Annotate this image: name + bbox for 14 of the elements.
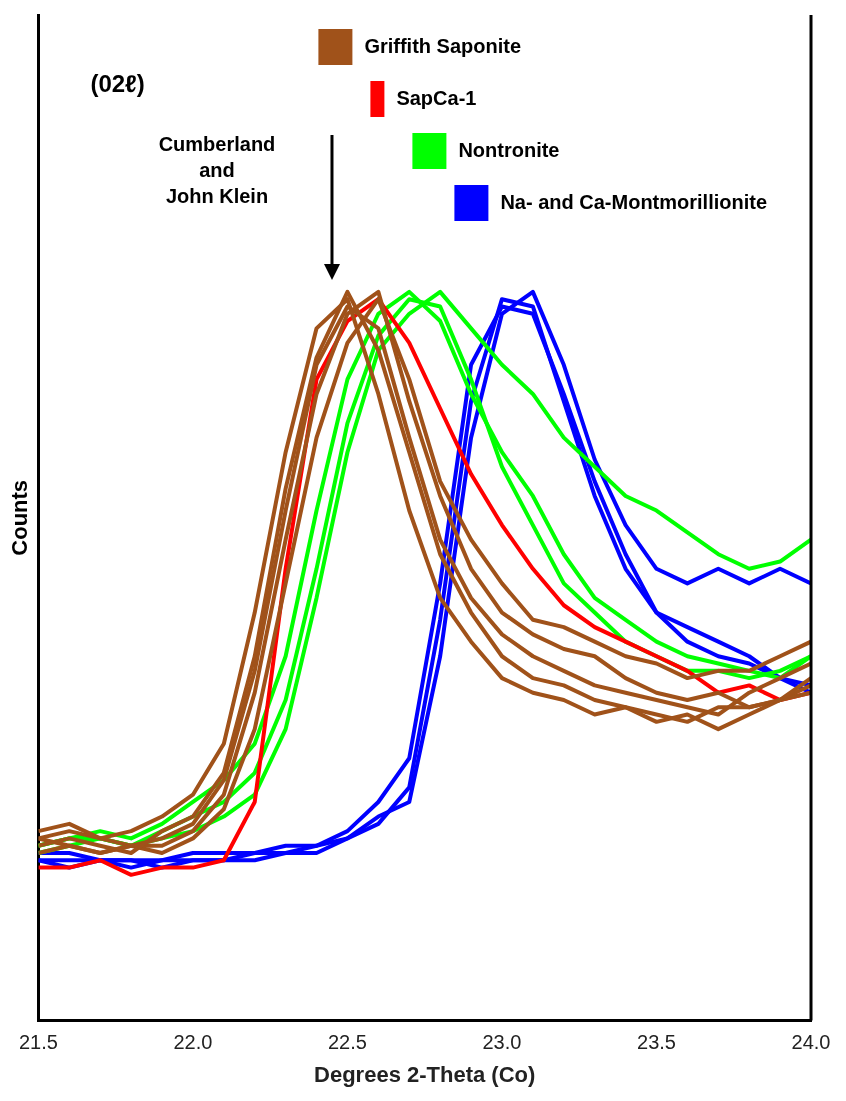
x-axis-title: Degrees 2-Theta (Co) [314, 1061, 536, 1087]
x-tick-label: 22.5 [327, 1031, 367, 1054]
x-tick-label: 23.0 [482, 1031, 522, 1054]
x-tick-label: 24.0 [791, 1031, 831, 1054]
x-tick-label: 21.5 [18, 1031, 58, 1054]
text: (02ℓ) [90, 69, 145, 97]
x-tick-label: 22.0 [173, 1031, 213, 1054]
x-tick-label: 23.5 [637, 1031, 676, 1054]
legend-label: SapCa-1 [396, 86, 477, 109]
y-axis-title: Counts [7, 479, 33, 556]
text: Cumberland and John Klein [158, 132, 276, 207]
legend-label: Na- and Ca-Montmorillionite [500, 190, 768, 213]
legend-label: Griffith Saponite [364, 34, 522, 57]
legend-label: Nontronite [458, 138, 560, 161]
